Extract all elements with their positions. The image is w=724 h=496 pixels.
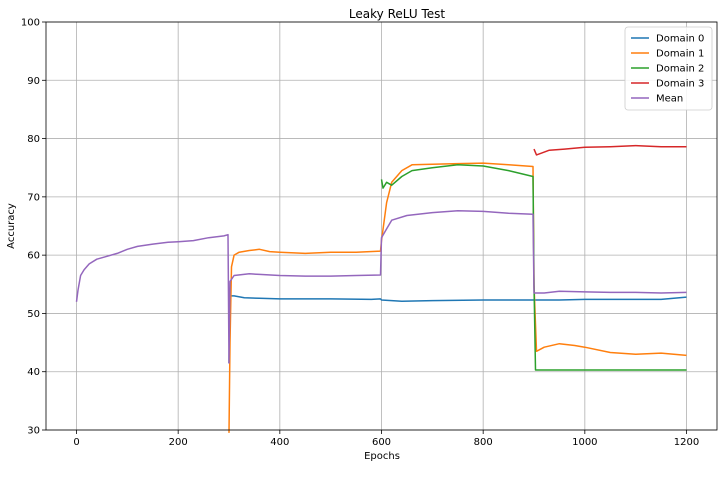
x-tick-label: 600 <box>372 437 391 448</box>
y-axis-label: Accuracy <box>6 203 17 249</box>
y-tick-label: 70 <box>27 192 40 203</box>
x-axis-label: Epochs <box>364 451 400 462</box>
series-lines <box>75 144 687 433</box>
x-tick-label: 200 <box>169 437 188 448</box>
legend-box <box>624 26 713 111</box>
series-line-0 <box>228 295 687 364</box>
legend-label-3: Domain 3 <box>656 79 704 90</box>
x-tick-label: 1000 <box>572 437 597 448</box>
y-tick-label: 60 <box>27 251 40 262</box>
grid <box>46 21 717 431</box>
x-tick-label: 0 <box>73 437 79 448</box>
x-tick-label: 1200 <box>674 437 699 448</box>
y-tick-label: 90 <box>27 76 40 87</box>
legend-label-2: Domain 2 <box>656 64 704 75</box>
y-axis: 30 40 50 60 70 80 90 100 <box>21 18 46 437</box>
legend-label-1: Domain 1 <box>656 49 704 60</box>
y-tick-label: 50 <box>27 309 40 320</box>
series-line-2 <box>380 164 687 371</box>
series-line-1 <box>228 162 687 433</box>
x-axis: 0 200 400 600 800 1000 1200 <box>73 430 699 448</box>
chart-title: Leaky ReLU Test <box>349 7 445 21</box>
legend: Domain 0 Domain 1 Domain 2 Domain 3 Mean <box>624 26 713 111</box>
x-tick-label: 400 <box>270 437 289 448</box>
legend-label-4: Mean <box>656 94 683 105</box>
x-tick-label: 800 <box>474 437 493 448</box>
y-tick-label: 80 <box>27 134 40 145</box>
y-tick-label: 100 <box>21 18 40 29</box>
series-line-4 <box>75 210 687 364</box>
y-tick-label: 40 <box>27 367 40 378</box>
y-tick-label: 30 <box>27 426 40 437</box>
legend-label-0: Domain 0 <box>656 34 704 45</box>
series-line-3 <box>533 144 687 156</box>
